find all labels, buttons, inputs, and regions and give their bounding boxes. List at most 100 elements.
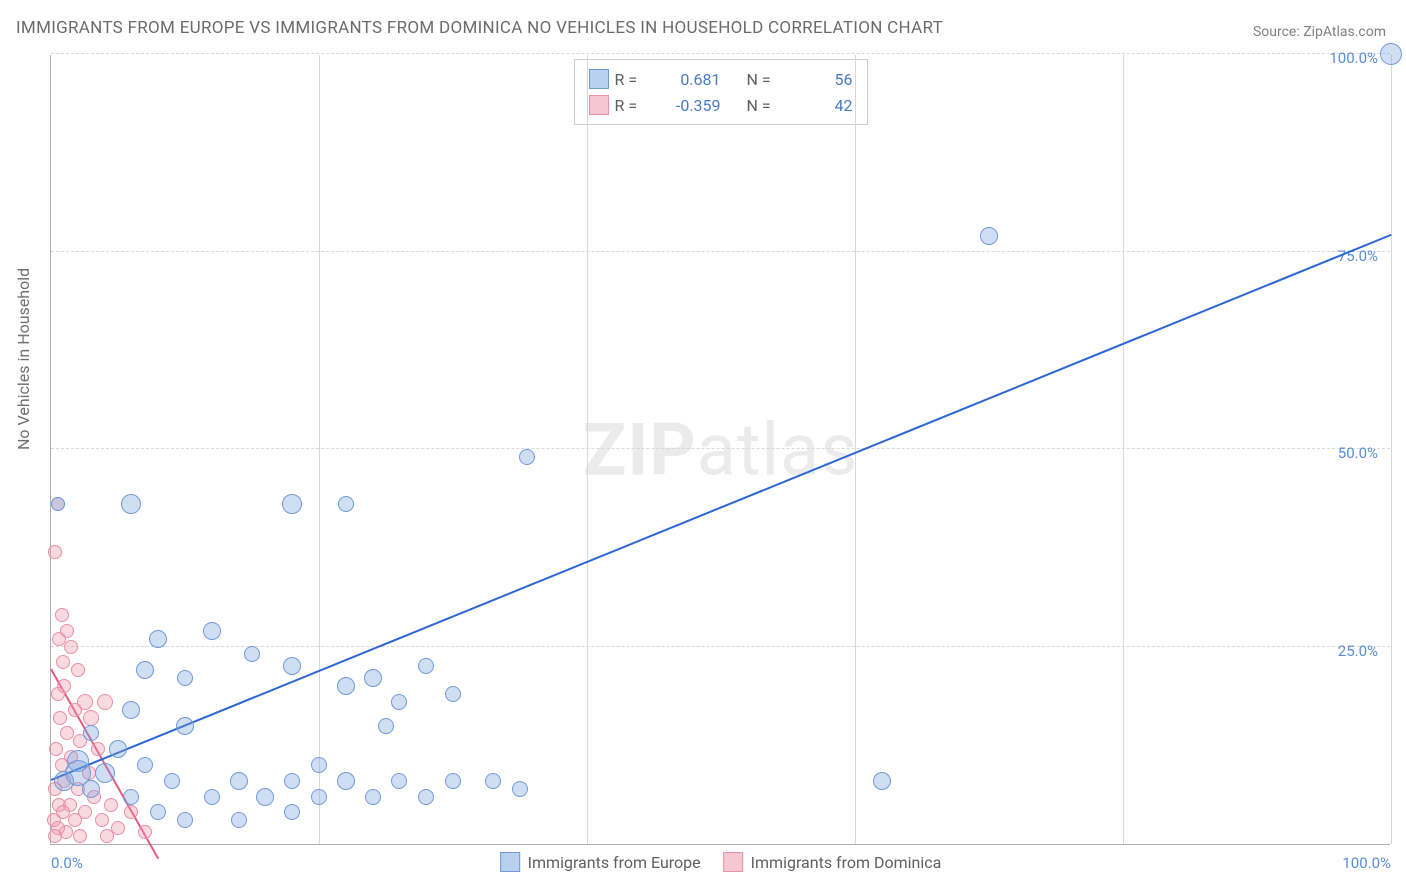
watermark-atlas: atlas — [697, 407, 859, 492]
gridline-vertical — [587, 55, 588, 844]
data-point-europe — [123, 789, 139, 805]
scatter-plot-area: ZIPatlas R = 0.681 N = 56 R = -0.359 N =… — [50, 55, 1390, 845]
data-point-europe — [337, 772, 355, 790]
chart-title: IMMIGRANTS FROM EUROPE VS IMMIGRANTS FRO… — [16, 18, 943, 38]
data-point-europe — [512, 781, 528, 797]
data-point-dominica — [73, 829, 87, 843]
data-point-dominica — [64, 640, 78, 654]
source-attribution: Source: ZipAtlas.com — [1253, 24, 1386, 40]
data-point-dominica — [83, 710, 99, 726]
data-point-europe — [284, 804, 300, 820]
data-point-dominica — [51, 687, 65, 701]
data-point-dominica — [48, 545, 62, 559]
data-point-europe — [980, 227, 998, 245]
data-point-europe — [282, 494, 302, 514]
gridline-vertical — [1391, 55, 1392, 844]
legend-row-europe: R = 0.681 N = 56 — [589, 66, 853, 92]
data-point-europe — [231, 812, 247, 828]
swatch-dominica-icon — [589, 95, 609, 115]
trend-line-europe — [51, 234, 1392, 781]
data-point-europe — [519, 449, 535, 465]
data-point-europe — [51, 497, 65, 511]
data-point-europe — [54, 771, 74, 791]
legend-row-dominica: R = -0.359 N = 42 — [589, 92, 853, 118]
x-tick-label: 100.0% — [1342, 854, 1391, 872]
data-point-europe — [1380, 43, 1402, 65]
data-point-dominica — [56, 655, 70, 669]
data-point-dominica — [48, 829, 62, 843]
gridline-vertical — [855, 55, 856, 844]
swatch-dominica-icon — [723, 852, 743, 872]
legend-label-dominica: Immigrants from Dominica — [751, 853, 942, 872]
data-point-europe — [136, 661, 154, 679]
data-point-europe — [164, 773, 180, 789]
data-point-europe — [338, 496, 354, 512]
gridline-vertical — [1123, 55, 1124, 844]
data-point-europe — [137, 757, 153, 773]
data-point-europe — [391, 773, 407, 789]
data-point-dominica — [68, 813, 82, 827]
r-label: R = — [615, 70, 649, 89]
correlation-legend: R = 0.681 N = 56 R = -0.359 N = 42 — [574, 59, 868, 125]
data-point-europe — [284, 773, 300, 789]
data-point-europe — [122, 701, 140, 719]
data-point-dominica — [100, 829, 114, 843]
data-point-dominica — [124, 805, 138, 819]
n-label: N = — [747, 96, 781, 115]
watermark-zip: ZIP — [583, 407, 697, 492]
legend-label-europe: Immigrants from Europe — [528, 853, 701, 872]
data-point-europe — [109, 740, 127, 758]
n-value-europe: 56 — [787, 70, 853, 89]
r-value-europe: 0.681 — [655, 70, 721, 89]
data-point-europe — [230, 772, 248, 790]
swatch-europe-icon — [500, 852, 520, 872]
n-label: N = — [747, 70, 781, 89]
data-point-europe — [445, 686, 461, 702]
data-point-dominica — [68, 703, 82, 717]
data-point-europe — [365, 789, 381, 805]
source-label: Source: — [1253, 24, 1303, 40]
data-point-europe — [418, 658, 434, 674]
data-point-europe — [177, 670, 193, 686]
gridline-vertical — [319, 55, 320, 844]
data-point-europe — [873, 772, 891, 790]
data-point-europe — [203, 622, 221, 640]
data-point-europe — [256, 788, 274, 806]
watermark: ZIPatlas — [583, 407, 859, 492]
r-value-dominica: -0.359 — [655, 96, 721, 115]
data-point-europe — [445, 773, 461, 789]
data-point-europe — [311, 789, 327, 805]
gridline-horizontal — [51, 448, 1390, 449]
data-point-europe — [391, 694, 407, 710]
gridline-horizontal — [51, 251, 1390, 252]
legend-item-europe: Immigrants from Europe — [500, 852, 701, 872]
data-point-dominica — [97, 694, 113, 710]
data-point-europe — [311, 757, 327, 773]
legend-item-dominica: Immigrants from Dominica — [723, 852, 942, 872]
data-point-europe — [485, 773, 501, 789]
data-point-europe — [418, 789, 434, 805]
data-point-europe — [244, 646, 260, 662]
x-tick-label: 0.0% — [51, 854, 83, 872]
data-point-europe — [121, 494, 141, 514]
swatch-europe-icon — [589, 69, 609, 89]
y-tick-label: 100.0% — [1329, 49, 1378, 67]
data-point-dominica — [91, 742, 105, 756]
data-point-dominica — [104, 798, 118, 812]
data-point-europe — [95, 763, 115, 783]
n-value-dominica: 42 — [787, 96, 853, 115]
y-tick-label: 50.0% — [1338, 444, 1378, 462]
data-point-europe — [82, 780, 100, 798]
data-point-europe — [177, 812, 193, 828]
r-label: R = — [615, 96, 649, 115]
data-point-europe — [149, 630, 167, 648]
data-point-europe — [364, 669, 382, 687]
data-point-europe — [83, 725, 99, 741]
y-axis-label: No Vehicles in Household — [14, 268, 33, 450]
data-point-dominica — [49, 742, 63, 756]
data-point-europe — [283, 657, 301, 675]
data-point-dominica — [55, 608, 69, 622]
gridline-horizontal — [51, 53, 1390, 54]
data-point-europe — [176, 717, 194, 735]
data-point-dominica — [60, 726, 74, 740]
